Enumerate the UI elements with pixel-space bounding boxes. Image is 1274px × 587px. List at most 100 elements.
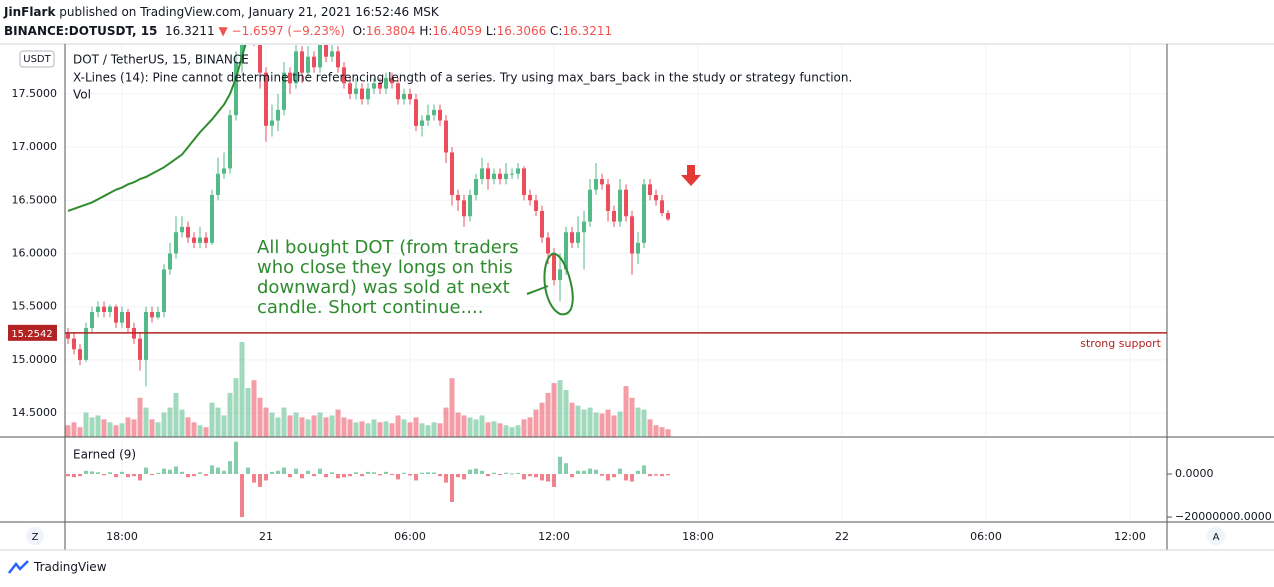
- earned-bar: [642, 465, 647, 475]
- volume-bar: [461, 415, 467, 437]
- candle-body: [72, 338, 77, 350]
- candle-body: [546, 237, 551, 254]
- candle-body: [558, 269, 563, 281]
- x-tick-label: 18:00: [682, 530, 714, 543]
- volume-bar: [401, 419, 407, 437]
- volume-bar: [395, 415, 401, 437]
- candle-body: [258, 45, 263, 73]
- volume-bar: [287, 415, 293, 437]
- volume-bar: [599, 413, 605, 437]
- volume-bar: [275, 417, 281, 437]
- earned-bar: [456, 474, 461, 478]
- candle-body: [522, 168, 527, 195]
- earned-bar: [336, 474, 341, 479]
- volume-bar: [617, 411, 623, 437]
- volume-bar: [197, 425, 203, 437]
- earned-bar: [372, 472, 377, 475]
- candle-body: [384, 77, 389, 89]
- candle-body: [330, 51, 335, 57]
- volume-bar: [491, 421, 497, 437]
- candle-body: [606, 184, 611, 211]
- candle-body: [312, 56, 317, 68]
- ohlc-key: O:: [352, 24, 366, 38]
- volume-bar: [479, 415, 485, 437]
- volume-bar: [269, 412, 275, 437]
- volume-bar: [371, 419, 377, 437]
- price-label: 15.2542: [11, 329, 52, 340]
- earned-bar: [564, 463, 569, 475]
- earned-bar: [366, 471, 371, 475]
- volume-bar: [257, 397, 263, 437]
- earned-bar: [570, 474, 575, 478]
- candle-body: [294, 51, 299, 84]
- earned-bar: [636, 470, 641, 475]
- volume-bar: [413, 417, 419, 437]
- volume-bar: [65, 425, 71, 437]
- earned-bar: [330, 472, 335, 475]
- earned-bar: [156, 472, 161, 475]
- volume-bar: [509, 427, 515, 437]
- candle-body: [498, 173, 503, 180]
- y-tick-label: 17.5000: [12, 87, 58, 100]
- volume-bar: [149, 419, 155, 437]
- volume-bar: [293, 412, 299, 437]
- earned-bar: [384, 471, 389, 475]
- candle-body: [246, 19, 250, 30]
- candle-body: [534, 200, 539, 211]
- volume-bar: [665, 429, 671, 437]
- earned-bar: [582, 470, 587, 475]
- earned-bar: [234, 441, 239, 475]
- earned-bar: [102, 474, 107, 476]
- volume-bar: [335, 409, 341, 437]
- candle-body: [414, 99, 419, 126]
- earned-bar: [426, 472, 431, 475]
- volume-bar: [635, 407, 641, 437]
- candle-body: [540, 210, 545, 238]
- candle-body: [162, 269, 167, 313]
- volume-bar: [311, 415, 317, 437]
- earned-bar: [168, 469, 173, 475]
- earned-bar: [432, 472, 437, 475]
- candle-body: [192, 237, 197, 243]
- candle-body: [90, 312, 95, 328]
- candle-body: [186, 226, 191, 238]
- candle-body: [474, 179, 479, 195]
- candle-body: [336, 51, 341, 68]
- volume-bar: [377, 422, 383, 437]
- earned-bar: [222, 470, 227, 475]
- earned-bar: [276, 470, 281, 475]
- earned-bar: [72, 474, 77, 478]
- auto-button[interactable]: [1207, 527, 1225, 545]
- earned-bar: [144, 467, 149, 475]
- currency-box[interactable]: [19, 50, 55, 68]
- annotation-stroke: [526, 285, 549, 295]
- earned-bar: [300, 474, 305, 479]
- z-label: Z: [32, 532, 39, 543]
- earned-bar: [306, 470, 311, 475]
- y2-tick-label: −20000000.0000: [1175, 510, 1272, 523]
- y-tick-label: 15.5000: [12, 300, 58, 313]
- z-button[interactable]: [26, 527, 44, 545]
- earned-bar: [96, 472, 101, 475]
- candle-body: [570, 232, 575, 243]
- volume-bar: [389, 423, 395, 437]
- candle-body: [444, 120, 449, 153]
- volume-bar: [347, 419, 353, 437]
- candle-body: [618, 189, 623, 222]
- earned-bar: [318, 468, 323, 475]
- candle-body: [114, 306, 119, 323]
- volume-bar: [551, 383, 557, 437]
- volume-bar: [593, 412, 599, 437]
- candle-body: [156, 312, 161, 318]
- change: ▼ −1.6597 (−9.23%): [218, 24, 345, 38]
- earned-bar: [354, 472, 359, 475]
- earned-bar: [576, 470, 581, 475]
- volume-bar: [383, 421, 389, 437]
- volume-bar: [485, 422, 491, 437]
- candle-body: [486, 168, 491, 180]
- volume-bar: [521, 419, 527, 437]
- x-tick-label: 21: [259, 530, 273, 543]
- candle-body: [306, 56, 311, 73]
- volume-bar: [173, 392, 179, 437]
